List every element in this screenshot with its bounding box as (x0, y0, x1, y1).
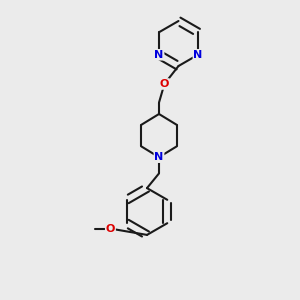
Text: N: N (194, 50, 202, 60)
Text: N: N (154, 152, 164, 162)
Text: O: O (106, 224, 115, 234)
Text: N: N (154, 50, 164, 60)
Text: O: O (160, 79, 169, 89)
